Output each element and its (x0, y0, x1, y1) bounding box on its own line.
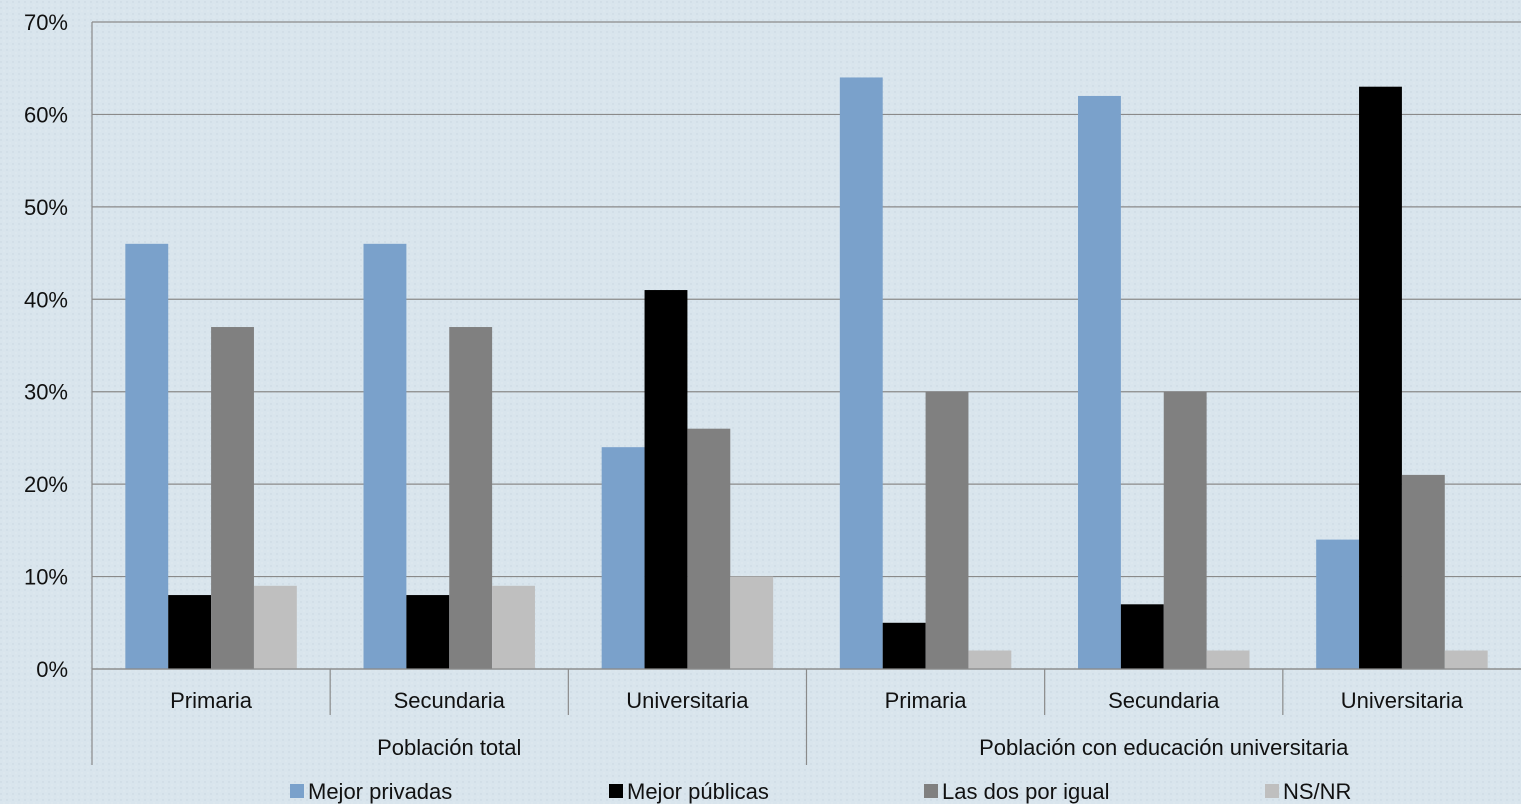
bar (1401, 474, 1445, 669)
y-tick-label: 50% (24, 195, 68, 220)
bars (125, 77, 1488, 670)
legend-label: Mejor públicas (627, 779, 769, 804)
bar (687, 428, 731, 669)
y-tick-label: 40% (24, 287, 68, 312)
axis-labels: 0% 10% 20% 30% 40% 50% 60% 70% Primaria Secundari… (24, 10, 1464, 760)
legend-swatch (924, 784, 938, 798)
legend: Mejor privadas Mejor públicas Las dos por … (290, 779, 1351, 804)
bar (1120, 604, 1164, 669)
bar (211, 327, 254, 669)
axes (91, 22, 1521, 765)
bar (730, 576, 774, 669)
bar (1078, 95, 1121, 669)
x-category-label: Primaria (885, 688, 968, 713)
bar (492, 585, 535, 669)
bar (168, 595, 212, 669)
legend-label: Mejor privadas (308, 779, 452, 804)
bar (125, 243, 169, 670)
bar (1316, 539, 1360, 669)
bar (363, 243, 407, 670)
x-category-label: Primaria (170, 688, 253, 713)
bar (406, 595, 450, 669)
legend-swatch (1265, 784, 1279, 798)
bar (1359, 86, 1402, 669)
y-tick-label: 10% (24, 565, 68, 590)
bar (644, 290, 688, 669)
x-category-label: Secundaria (1108, 688, 1220, 713)
legend-swatch (609, 784, 623, 798)
bar (1163, 391, 1207, 669)
y-tick-label: 70% (24, 10, 68, 35)
bar (253, 585, 297, 669)
bar (839, 77, 883, 669)
x-group-label: Población con educación universitaria (979, 735, 1349, 760)
bar (1444, 650, 1488, 669)
x-category-label: Universitaria (626, 688, 749, 713)
x-category-label: Universitaria (1341, 688, 1464, 713)
bar (1206, 650, 1250, 669)
bar (601, 447, 645, 669)
bar (968, 650, 1012, 669)
y-tick-label: 20% (24, 472, 68, 497)
y-tick-label: 30% (24, 380, 68, 405)
x-category-label: Secundaria (394, 688, 506, 713)
bar (449, 327, 493, 669)
legend-label: NS/NR (1283, 779, 1351, 804)
legend-swatch (290, 784, 304, 798)
x-group-label: Población total (377, 735, 521, 760)
y-tick-label: 60% (24, 102, 68, 127)
bar (882, 622, 926, 669)
y-tick-label: 0% (36, 657, 68, 682)
bar (925, 391, 969, 669)
legend-label: Las dos por igual (942, 779, 1110, 804)
